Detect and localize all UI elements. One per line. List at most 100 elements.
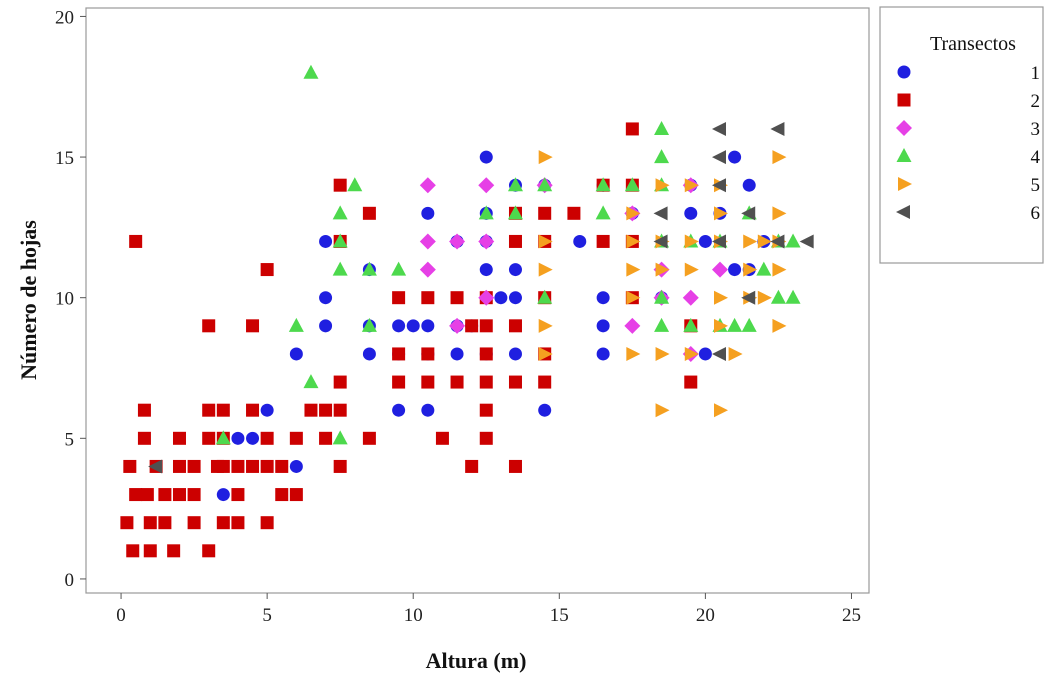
data-point-series-5: [538, 346, 553, 361]
data-point-series-2: [450, 375, 464, 389]
data-point-series-4: [332, 205, 348, 220]
data-point-series-2: [187, 516, 201, 530]
x-tick-label: 15: [550, 605, 569, 626]
data-point-series-5: [655, 403, 670, 418]
legend-label: 4: [1031, 147, 1041, 168]
data-point-series-5: [713, 206, 728, 221]
data-point-series-1: [508, 291, 522, 305]
data-point-series-5: [713, 403, 728, 418]
data-point-series-2: [319, 403, 333, 417]
data-point-series-2: [538, 375, 552, 389]
x-tick-label: 10: [404, 605, 423, 626]
data-point-series-6: [711, 150, 726, 165]
data-point-series-2: [392, 347, 406, 361]
y-tick-label: 10: [55, 289, 74, 310]
data-point-series-2: [158, 488, 172, 502]
data-point-series-1: [494, 291, 508, 305]
data-point-series-1: [596, 319, 610, 333]
data-point-series-5: [772, 206, 787, 221]
data-point-series-6: [148, 459, 163, 474]
data-point-series-3: [419, 177, 436, 194]
data-point-series-4: [624, 177, 640, 192]
y-tick-label: 15: [55, 148, 74, 169]
data-point-series-1: [421, 206, 435, 220]
data-point-series-1: [698, 347, 712, 361]
data-point-series-2: [216, 516, 230, 530]
data-point-series-1: [246, 431, 260, 445]
data-point-series-2: [231, 516, 245, 530]
data-point-series-2: [479, 375, 493, 389]
data-point-series-1: [319, 291, 333, 305]
data-point-series-2: [450, 291, 464, 305]
data-point-series-2: [231, 488, 245, 502]
data-point-series-2: [304, 403, 318, 417]
legend-marker-5: [898, 177, 912, 191]
data-point-series-4: [507, 205, 523, 220]
data-point-series-4: [756, 261, 772, 276]
data-point-series-2: [202, 431, 216, 445]
legend-label: 5: [1031, 175, 1041, 196]
data-point-series-1: [216, 488, 230, 502]
data-point-series-5: [684, 262, 699, 277]
data-point-series-5: [684, 178, 699, 193]
data-point-series-3: [478, 177, 495, 194]
y-tick-label: 20: [55, 7, 74, 28]
data-point-series-3: [682, 289, 699, 306]
data-point-series-2: [479, 431, 493, 445]
data-point-series-2: [538, 206, 552, 220]
data-point-series-5: [626, 262, 641, 277]
data-point-series-4: [347, 177, 363, 192]
data-point-series-3: [419, 261, 436, 278]
legend-title: Transectos: [930, 33, 1016, 55]
data-point-series-2: [508, 234, 522, 248]
data-point-series-5: [757, 234, 772, 249]
data-point-series-4: [361, 317, 377, 332]
data-point-series-1: [508, 263, 522, 277]
data-point-series-4: [654, 317, 670, 332]
data-point-series-1: [289, 347, 303, 361]
data-point-series-2: [319, 431, 333, 445]
legend-box: [879, 6, 1044, 264]
data-point-series-1: [450, 347, 464, 361]
data-point-series-2: [172, 431, 186, 445]
data-point-series-4: [303, 374, 319, 389]
data-point-series-4: [595, 205, 611, 220]
legend-marker-1: [897, 65, 911, 79]
data-point-series-2: [172, 488, 186, 502]
data-point-series-2: [129, 488, 143, 502]
data-point-series-2: [479, 347, 493, 361]
data-point-series-1: [684, 206, 698, 220]
data-point-series-2: [216, 403, 230, 417]
data-point-series-2: [479, 319, 493, 333]
data-point-series-1: [698, 234, 712, 248]
data-point-series-1: [596, 347, 610, 361]
data-point-series-2: [275, 459, 289, 473]
data-point-series-2: [421, 375, 435, 389]
data-point-series-1: [573, 234, 587, 248]
data-point-series-6: [653, 206, 668, 221]
legend-marker-6: [896, 205, 910, 219]
data-point-series-4: [654, 289, 670, 304]
data-point-series-2: [140, 488, 154, 502]
data-point-series-4: [654, 120, 670, 135]
data-point-series-4: [332, 233, 348, 248]
data-point-series-4: [507, 177, 523, 192]
legend-items: 1 2 3 4 5 6: [896, 63, 1041, 224]
data-point-series-3: [449, 233, 466, 250]
data-point-series-1: [406, 319, 420, 333]
data-point-series-4: [303, 64, 319, 79]
data-point-series-2: [333, 459, 347, 473]
data-point-series-5: [772, 318, 787, 333]
data-point-series-2: [143, 516, 157, 530]
legend-marker-3: [896, 120, 912, 136]
data-point-series-4: [727, 317, 743, 332]
data-point-series-2: [187, 488, 201, 502]
data-point-series-5: [713, 318, 728, 333]
data-point-series-5: [713, 290, 728, 305]
data-point-series-2: [684, 375, 698, 389]
data-point-series-2: [421, 291, 435, 305]
data-point-series-2: [246, 319, 260, 333]
data-point-series-2: [126, 544, 140, 558]
data-point-series-6: [741, 290, 756, 305]
